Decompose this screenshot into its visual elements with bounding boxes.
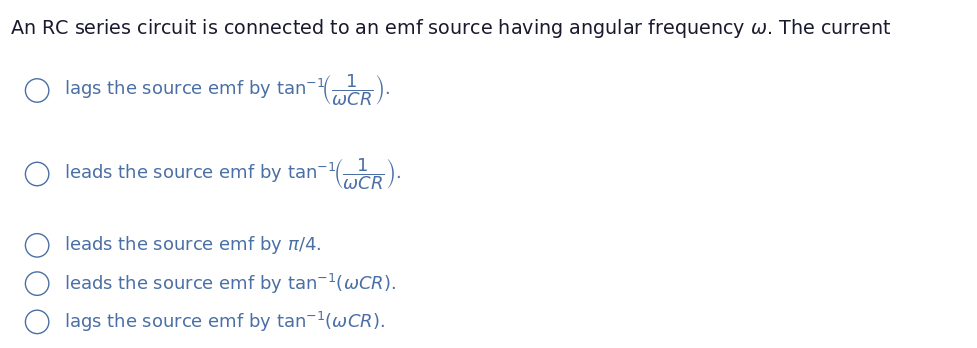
- Text: leads the source emf by $\mathrm{tan}^{-1}(\omega CR).$: leads the source emf by $\mathrm{tan}^{-…: [64, 271, 396, 296]
- Text: leads the source emf by $\pi$/4.: leads the source emf by $\pi$/4.: [64, 234, 320, 256]
- Text: lags the source emf by $\mathrm{tan}^{-1}(\omega CR).$: lags the source emf by $\mathrm{tan}^{-1…: [64, 310, 384, 334]
- Text: leads the source emf by $\mathrm{tan}^{-1}\!\left(\dfrac{1}{\omega CR}\right).$: leads the source emf by $\mathrm{tan}^{-…: [64, 156, 401, 192]
- Text: An RC series circuit is connected to an emf source having angular frequency $\om: An RC series circuit is connected to an …: [10, 17, 891, 40]
- Text: lags the source emf by $\mathrm{tan}^{-1}\!\left(\dfrac{1}{\omega CR}\right).$: lags the source emf by $\mathrm{tan}^{-1…: [64, 73, 389, 108]
